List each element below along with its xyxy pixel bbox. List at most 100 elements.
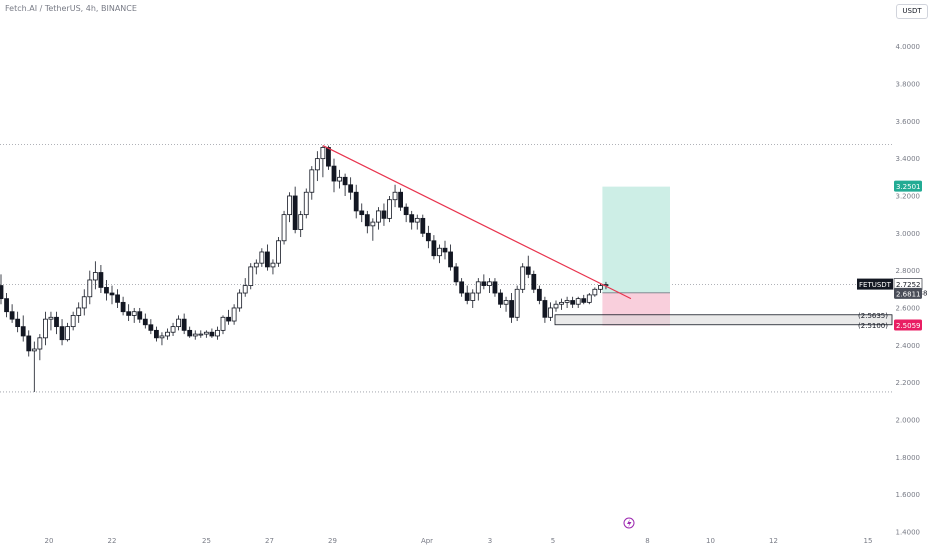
candle: [481, 274, 487, 290]
candle-body: [481, 281, 487, 286]
lightning-icon-bolt: [627, 519, 632, 528]
y-tick-label: 3.4000: [896, 155, 921, 163]
target-price-badge: 3.2501: [894, 180, 922, 192]
candle-body: [553, 303, 559, 309]
candle: [54, 311, 59, 335]
stop-price-badge-bg: [894, 319, 922, 331]
candle: [187, 326, 193, 338]
candle-body: [370, 221, 376, 227]
candle: [559, 298, 564, 310]
candle: [359, 203, 365, 223]
candle: [387, 195, 392, 223]
candle-body: [314, 158, 320, 171]
lightning-icon: [623, 517, 635, 529]
candle: [20, 315, 26, 342]
candle: [492, 278, 498, 297]
entry-price-badge-bg: [894, 287, 922, 299]
candle: [137, 307, 143, 323]
candle: [320, 145, 326, 178]
candle-body: [575, 298, 581, 305]
candle: [326, 145, 331, 170]
candle-body: [414, 217, 420, 223]
stop-price-badge: 2.5059: [894, 319, 922, 331]
candle-body: [298, 214, 304, 230]
candle: [309, 166, 315, 200]
candle: [531, 270, 537, 294]
candle-body: [115, 294, 120, 303]
y-tick-label: 1.6000: [896, 491, 921, 499]
y-tick-label: 2.6000: [896, 304, 921, 312]
x-tick-label: 12: [769, 537, 778, 545]
candle: [203, 330, 209, 338]
candle-body: [581, 298, 587, 303]
candle: [98, 265, 104, 294]
candle-body: [475, 281, 481, 294]
candle: [364, 210, 370, 234]
candle-body: [270, 262, 276, 268]
x-tick-label: 22: [108, 537, 117, 545]
x-tick-label: 25: [202, 537, 211, 545]
candle-body: [104, 287, 109, 294]
candle-body: [509, 300, 515, 318]
candle-body: [43, 318, 48, 339]
candle: [348, 177, 354, 200]
candle: [65, 322, 70, 342]
candle: [104, 279, 109, 301]
support-zone: [554, 314, 893, 326]
candle: [431, 235, 437, 260]
entry-price-badge-text: 2.6811: [896, 290, 921, 298]
candle-body: [381, 210, 387, 219]
candle-body: [231, 307, 237, 322]
x-tick-label: 10: [706, 537, 715, 545]
candle-body: [259, 251, 265, 264]
candle-body: [31, 348, 37, 352]
candle-body: [498, 292, 503, 305]
x-tick-label: 5: [551, 537, 555, 545]
candle: [570, 296, 576, 308]
currency-button[interactable]: USDT: [896, 4, 928, 19]
candle-body: [592, 288, 598, 296]
candle-body: [375, 210, 381, 223]
candle: [398, 188, 404, 211]
x-tick-label: 27: [265, 537, 274, 545]
candle: [92, 261, 98, 290]
candle-body: [192, 333, 198, 337]
candle: [414, 214, 420, 230]
candle: [303, 188, 309, 219]
candle: [581, 294, 587, 305]
candle: [586, 293, 592, 305]
y-tick-label: 4.0000: [896, 43, 921, 51]
candle-body: [153, 329, 159, 339]
candle-body: [9, 311, 15, 320]
candle: [298, 210, 304, 238]
candle: [337, 169, 342, 189]
symbol-title: Fetch.AI / TetherUS, 4h, BINANCE: [5, 4, 137, 13]
candle-body: [420, 217, 426, 234]
candle-body: [320, 147, 326, 160]
candle: [381, 203, 387, 226]
stop-price-badge-text: 2.5059: [896, 322, 921, 330]
candle: [592, 287, 598, 297]
candle-body: [70, 315, 76, 328]
candle-body: [226, 316, 231, 322]
candle: [509, 293, 515, 323]
candle: [598, 283, 603, 294]
candle-body: [264, 251, 270, 268]
y-tick-label: 3.8000: [896, 80, 921, 88]
candle: [575, 296, 581, 308]
candle: [148, 319, 154, 335]
candle-body: [364, 214, 370, 227]
candle-body: [470, 292, 476, 301]
candle-body: [459, 281, 465, 294]
candle: [259, 248, 265, 267]
candle: [525, 255, 531, 279]
candle-body: [92, 272, 98, 281]
lightning-icon-ring: [623, 517, 635, 529]
candle-body: [137, 311, 143, 320]
candle-body: [398, 191, 404, 208]
candle: [331, 158, 337, 193]
candle-body: [453, 266, 459, 283]
candle: [43, 311, 48, 346]
